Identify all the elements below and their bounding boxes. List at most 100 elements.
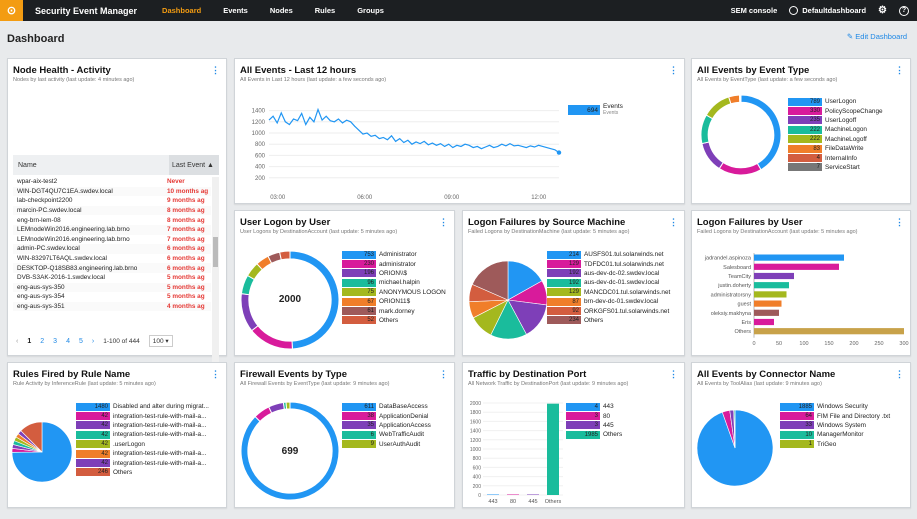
widget-menu-icon[interactable]: ⋮ (895, 65, 904, 75)
table-row[interactable]: wpar-aix-test2 Never (13, 177, 211, 187)
table-row[interactable]: DESKTOP-Q18SB83.engineering.lab.brno 6 mo… (13, 263, 211, 273)
column-name-header[interactable]: Name (18, 161, 37, 169)
app-logo-icon[interactable]: ⊙ (0, 0, 23, 21)
chart-slice[interactable] (740, 94, 782, 171)
legend-item[interactable]: 1 TriGeo (780, 440, 890, 449)
legend-item[interactable]: 87 brn-dev-dc-01.swdev.local (547, 297, 670, 306)
bar[interactable] (754, 309, 779, 316)
legend-item[interactable]: 1885 Windows Security (780, 402, 890, 411)
events-series-line[interactable] (268, 107, 560, 154)
legend-item[interactable]: 9 UserAuthAudit (342, 440, 431, 449)
prev-page-button[interactable]: ‹ (16, 337, 19, 345)
legend-item[interactable]: 1985 Others (566, 430, 622, 439)
help-icon[interactable]: ? (899, 5, 909, 16)
bar[interactable] (754, 263, 839, 270)
legend-item[interactable]: 4 InternalInfo (788, 153, 883, 163)
nav-nodes[interactable]: Nodes (269, 6, 293, 15)
legend-item[interactable]: 42 integration-test-rule-with-mail-a... (76, 421, 209, 430)
legend-item[interactable]: 235 UserLogoff (788, 116, 883, 125)
chart-slice[interactable] (700, 114, 714, 145)
widget-menu-icon[interactable]: ⋮ (211, 369, 220, 379)
bar[interactable] (527, 494, 539, 496)
bar[interactable] (754, 272, 794, 280)
chart-slice[interactable] (268, 401, 285, 414)
table-row[interactable]: admin-PC.swdev.local 6 months ag (13, 244, 211, 254)
legend-item[interactable]: 234 Others (547, 316, 670, 325)
table-row[interactable]: marcin-PC.swdev.local 8 months ag (13, 205, 211, 216)
table-row[interactable]: WIN-DGT4QU7C1EA.swdev.local 10 months ag (13, 186, 211, 197)
legend-item[interactable]: 92 ORKGFS01.tul.solarwinds.net (547, 306, 670, 316)
table-row[interactable]: LEMnodeWin2016.engineering.lab.brno 7 mon… (13, 224, 211, 235)
table-row[interactable]: eng-aus-sys-351 4 months ag (13, 301, 211, 312)
table-row[interactable]: eng-brn-lem-08 8 months ag (13, 215, 211, 225)
legend-item[interactable]: 129 MANCDC01.tul.solarwinds.net (547, 288, 670, 297)
legend-item[interactable]: 246 Others (76, 468, 209, 477)
legend-item[interactable]: 230 administrator (342, 259, 446, 269)
legend-item[interactable]: 7 ServiceStart (788, 163, 883, 172)
gear-icon[interactable]: ⚙ (878, 5, 887, 16)
widget-menu-icon[interactable]: ⋮ (439, 369, 448, 379)
legend-item[interactable]: 611 DataBaseAccess (342, 402, 431, 411)
page-5[interactable]: 5 (78, 337, 83, 345)
per-page-select[interactable]: 100 ▾ (148, 335, 173, 347)
widget-menu-icon[interactable]: ⋮ (439, 217, 448, 227)
table-row[interactable]: WIN-83297LT6AQL.swdev.local 6 months ag (13, 254, 211, 264)
line-legend[interactable]: 694 Events Events (568, 103, 623, 117)
legend-item[interactable]: 96 michael.halpin (342, 278, 446, 287)
chart-slice[interactable] (739, 94, 742, 103)
legend-item[interactable]: 52 Others (342, 316, 446, 325)
edit-dashboard-link[interactable]: ✎ Edit Dashboard (846, 32, 907, 41)
table-row[interactable]: LEMnodeWin2016.engineering.lab.brno 7 mon… (13, 235, 211, 245)
chart-slice[interactable] (11, 421, 73, 483)
legend-item[interactable]: 10 ManagerMonitor (780, 430, 890, 439)
page-3[interactable]: 3 (53, 337, 58, 345)
chart-slice[interactable] (471, 260, 509, 301)
widget-menu-icon[interactable]: ⋮ (211, 65, 220, 75)
bar[interactable] (754, 300, 782, 307)
sem-console-link[interactable]: SEM console (730, 6, 778, 15)
widget-menu-icon[interactable]: ⋮ (669, 65, 678, 75)
legend-item[interactable]: 1480 Disabled and alter during migrat... (76, 402, 209, 411)
legend-item[interactable]: 196 ORION\\$ (342, 269, 446, 278)
legend-item[interactable]: 38 ApplicationDenial (342, 411, 431, 421)
table-row[interactable]: DVB-S3AK-2016-1.swdev.local 5 months ag (13, 273, 211, 283)
nav-groups[interactable]: Groups (357, 6, 384, 15)
scrollbar-thumb[interactable] (213, 237, 218, 267)
legend-item[interactable]: 4 443 (566, 402, 622, 411)
widget-menu-icon[interactable]: ⋮ (669, 217, 678, 227)
legend-item[interactable]: 42 integration-test-rule-with-mail-a... (76, 458, 209, 468)
legend-item[interactable]: 42 integration-test-rule-with-mail-a... (76, 449, 209, 458)
bar[interactable] (754, 282, 789, 289)
table-row[interactable]: eng-aus-sys-354 5 months ag (13, 292, 211, 302)
chart-slice[interactable] (728, 94, 741, 105)
legend-item[interactable]: 6 WebTrafficAudit (342, 430, 431, 439)
chart-slice[interactable] (718, 161, 762, 176)
legend-item[interactable]: 42 integration-test-rule-with-mail-a... (76, 411, 209, 421)
nav-events[interactable]: Events (223, 6, 248, 15)
column-last-event-header[interactable]: Last Event ▲ (169, 155, 219, 175)
legend-item[interactable]: 129 TDFDC01.tul.solarwinds.net (547, 259, 670, 269)
chart-slice[interactable] (20, 421, 43, 453)
chart-slice[interactable] (705, 96, 732, 120)
bar[interactable] (754, 318, 774, 326)
bar[interactable] (487, 494, 499, 496)
chart-slice[interactable] (251, 325, 293, 350)
legend-item[interactable]: 42 integration-test-rule-with-mail-a... (76, 430, 209, 439)
widget-menu-icon[interactable]: ⋮ (669, 369, 678, 379)
legend-item[interactable]: 67 ORION11$ (342, 297, 446, 306)
legend-item[interactable]: 42 .userLogon (76, 440, 209, 449)
nav-rules[interactable]: Rules (314, 6, 336, 15)
legend-item[interactable]: 214 AUSFS01.tul.solarwinds.net (547, 250, 670, 259)
chart-slice[interactable] (285, 401, 291, 410)
chart-slice[interactable] (701, 141, 724, 170)
user-menu[interactable]: Defaultdashboard (789, 6, 866, 15)
widget-menu-icon[interactable]: ⋮ (895, 217, 904, 227)
next-page-button[interactable]: › (91, 337, 95, 345)
bar[interactable] (547, 403, 559, 495)
legend-item[interactable]: 330 PolicyScopeChange (788, 106, 883, 116)
page-4[interactable]: 4 (66, 337, 70, 345)
nav-dashboard[interactable]: Dashboard (162, 6, 202, 15)
legend-item[interactable]: 222 MachineLogon (788, 125, 883, 134)
bar[interactable] (754, 291, 787, 298)
widget-menu-icon[interactable]: ⋮ (895, 369, 904, 379)
